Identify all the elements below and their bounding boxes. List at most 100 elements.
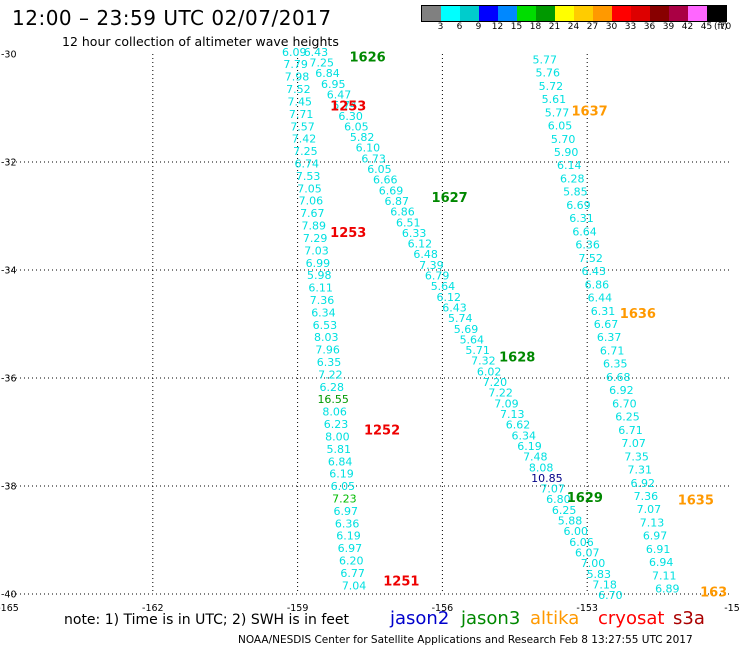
y-tick-label: -34 xyxy=(1,266,17,277)
colorbar-label: 45 xyxy=(700,22,713,32)
swh-value-cryosat: 7.52 xyxy=(286,83,311,96)
time-label: 1628 xyxy=(499,350,535,365)
time-label: 1627 xyxy=(432,191,468,206)
swh-value-altika: 6.43 xyxy=(582,265,607,278)
swh-value-jason3: 7.48 xyxy=(523,451,548,464)
swh-value-jason3: 7.00 xyxy=(581,557,606,570)
swh-value-cryosat: 6.84 xyxy=(328,455,353,468)
swh-value-altika: 6.05 xyxy=(548,120,573,133)
swh-value-jason3: 7.22 xyxy=(488,387,513,400)
swh-value-altika: 6.67 xyxy=(594,318,619,331)
swh-value-altika: 6.71 xyxy=(600,344,625,357)
swh-value-jason3: 6.00 xyxy=(563,525,588,538)
swh-value-jason3: 6.86 xyxy=(390,206,415,219)
x-tick-label: -15 xyxy=(724,603,740,614)
swh-value-altika: 5.77 xyxy=(532,53,557,66)
swh-value-jason3: 7.09 xyxy=(494,397,519,410)
colorbar-label: 21 xyxy=(548,22,561,32)
swh-value-jason3: 5.64 xyxy=(460,333,485,346)
colorbar-swatch xyxy=(422,6,441,21)
swh-value-jason3: 7.13 xyxy=(500,408,525,421)
swh-value-jason3: 6.73 xyxy=(361,152,386,165)
swh-value-jason3: 6.62 xyxy=(506,419,531,432)
colorbar-label: 70 xyxy=(719,22,732,32)
swh-value-cryosat: 6.36 xyxy=(335,517,360,530)
swh-value-cryosat: 7.29 xyxy=(303,232,328,245)
swh-value-altika: 6.31 xyxy=(569,212,594,225)
swh-value-altika: 7.31 xyxy=(627,464,652,477)
legend-item-s3a: s3a xyxy=(673,608,705,629)
colorbar-swatch xyxy=(612,6,631,21)
swh-value-jason3: 7.07 xyxy=(540,483,565,496)
colorbar-label: 33 xyxy=(624,22,637,32)
page-subtitle: 12 hour collection of altimeter wave hei… xyxy=(62,34,339,49)
colorbar-swatch xyxy=(479,6,498,21)
credit-line: NOAA/NESDIS Center for Satellite Applica… xyxy=(238,634,693,646)
time-label: 163 xyxy=(700,585,727,600)
time-label: 1251 xyxy=(383,575,419,590)
swh-value-jason3: 6.05 xyxy=(367,163,392,176)
colorbar xyxy=(421,5,727,22)
swh-value-jason3: 5.69 xyxy=(454,323,479,336)
colorbar-swatch xyxy=(688,6,707,21)
legend-item-jason2: jason2 xyxy=(390,608,450,629)
time-label: 1636 xyxy=(620,307,656,322)
swh-value-cryosat: 6.11 xyxy=(308,282,333,295)
swh-value-jason3: 6.66 xyxy=(373,174,398,187)
colorbar-swatch xyxy=(517,6,536,21)
x-tick-label: -165 xyxy=(0,603,19,614)
colorbar-swatch xyxy=(498,6,517,21)
swh-value-altika: 7.52 xyxy=(578,252,603,265)
swh-value-altika: 7.35 xyxy=(624,450,649,463)
swh-value-jason3: 5.64 xyxy=(431,280,456,293)
swh-value-jason3: 5.74 xyxy=(448,312,473,325)
legend-item-jason3: jason3 xyxy=(461,608,521,629)
colorbar-label: 24 xyxy=(567,22,580,32)
swh-value-altika: 6.64 xyxy=(572,225,597,238)
swh-value-jason3: 6.07 xyxy=(575,546,600,559)
swh-value-altika: 7.36 xyxy=(634,490,659,503)
swh-value-altika: 7.07 xyxy=(637,503,662,516)
y-tick-label: -38 xyxy=(1,482,17,493)
swh-value-jason3: 6.95 xyxy=(321,78,346,91)
swh-value-cryosat: 6.23 xyxy=(324,418,349,431)
swh-value-altika: 6.25 xyxy=(615,411,640,424)
colorbar-label: 42 xyxy=(681,22,694,32)
legend-item-cryosat: cryosat xyxy=(598,608,665,629)
swh-value-jason3: 6.19 xyxy=(517,440,542,453)
swh-value-altika: 6.36 xyxy=(575,239,600,252)
swh-value-altika: 5.85 xyxy=(563,186,588,199)
swh-value-jason3: 7.25 xyxy=(309,56,334,69)
x-tick-label: -159 xyxy=(287,603,309,614)
swh-value-jason3: 6.12 xyxy=(436,291,461,304)
swh-value-jason3: 5.83 xyxy=(587,568,612,581)
colorbar-unit: (ft) xyxy=(714,22,728,32)
swh-value-altika: 5.76 xyxy=(536,67,561,80)
swh-value-altika: 6.71 xyxy=(618,424,643,437)
colorbar-swatch xyxy=(650,6,669,21)
x-tick-label: -156 xyxy=(432,603,454,614)
swh-value-altika: 6.86 xyxy=(585,278,610,291)
swh-value-cryosat: 7.53 xyxy=(296,170,321,183)
swh-value-cryosat: 7.45 xyxy=(288,95,313,108)
y-tick-label: -36 xyxy=(1,374,17,385)
colorbar-label: 12 xyxy=(491,22,504,32)
colorbar-label: 6 xyxy=(456,22,463,32)
swh-value-jason3: 5.88 xyxy=(558,515,583,528)
swh-value-jason3: 7.39 xyxy=(419,259,444,272)
colorbar-label: 3 xyxy=(437,22,444,32)
swh-value-altika: 6.97 xyxy=(643,530,668,543)
legend-item-altika: altika xyxy=(530,608,580,629)
swh-value-cryosat: 8.03 xyxy=(314,331,339,344)
swh-value-altika: 5.61 xyxy=(542,93,567,106)
colorbar-swatch xyxy=(555,6,574,21)
time-label: 1253 xyxy=(330,226,366,241)
swh-value-altika: 7.07 xyxy=(621,437,646,450)
swh-value-jason3: 6.47 xyxy=(327,88,352,101)
swh-value-jason3: 7.18 xyxy=(592,578,617,591)
swh-value-cryosat: 7.06 xyxy=(299,195,324,208)
swh-value-altika: 6.89 xyxy=(655,583,680,596)
swh-value-jason3: 6.43 xyxy=(442,301,467,314)
colorbar-label: 30 xyxy=(605,22,618,32)
